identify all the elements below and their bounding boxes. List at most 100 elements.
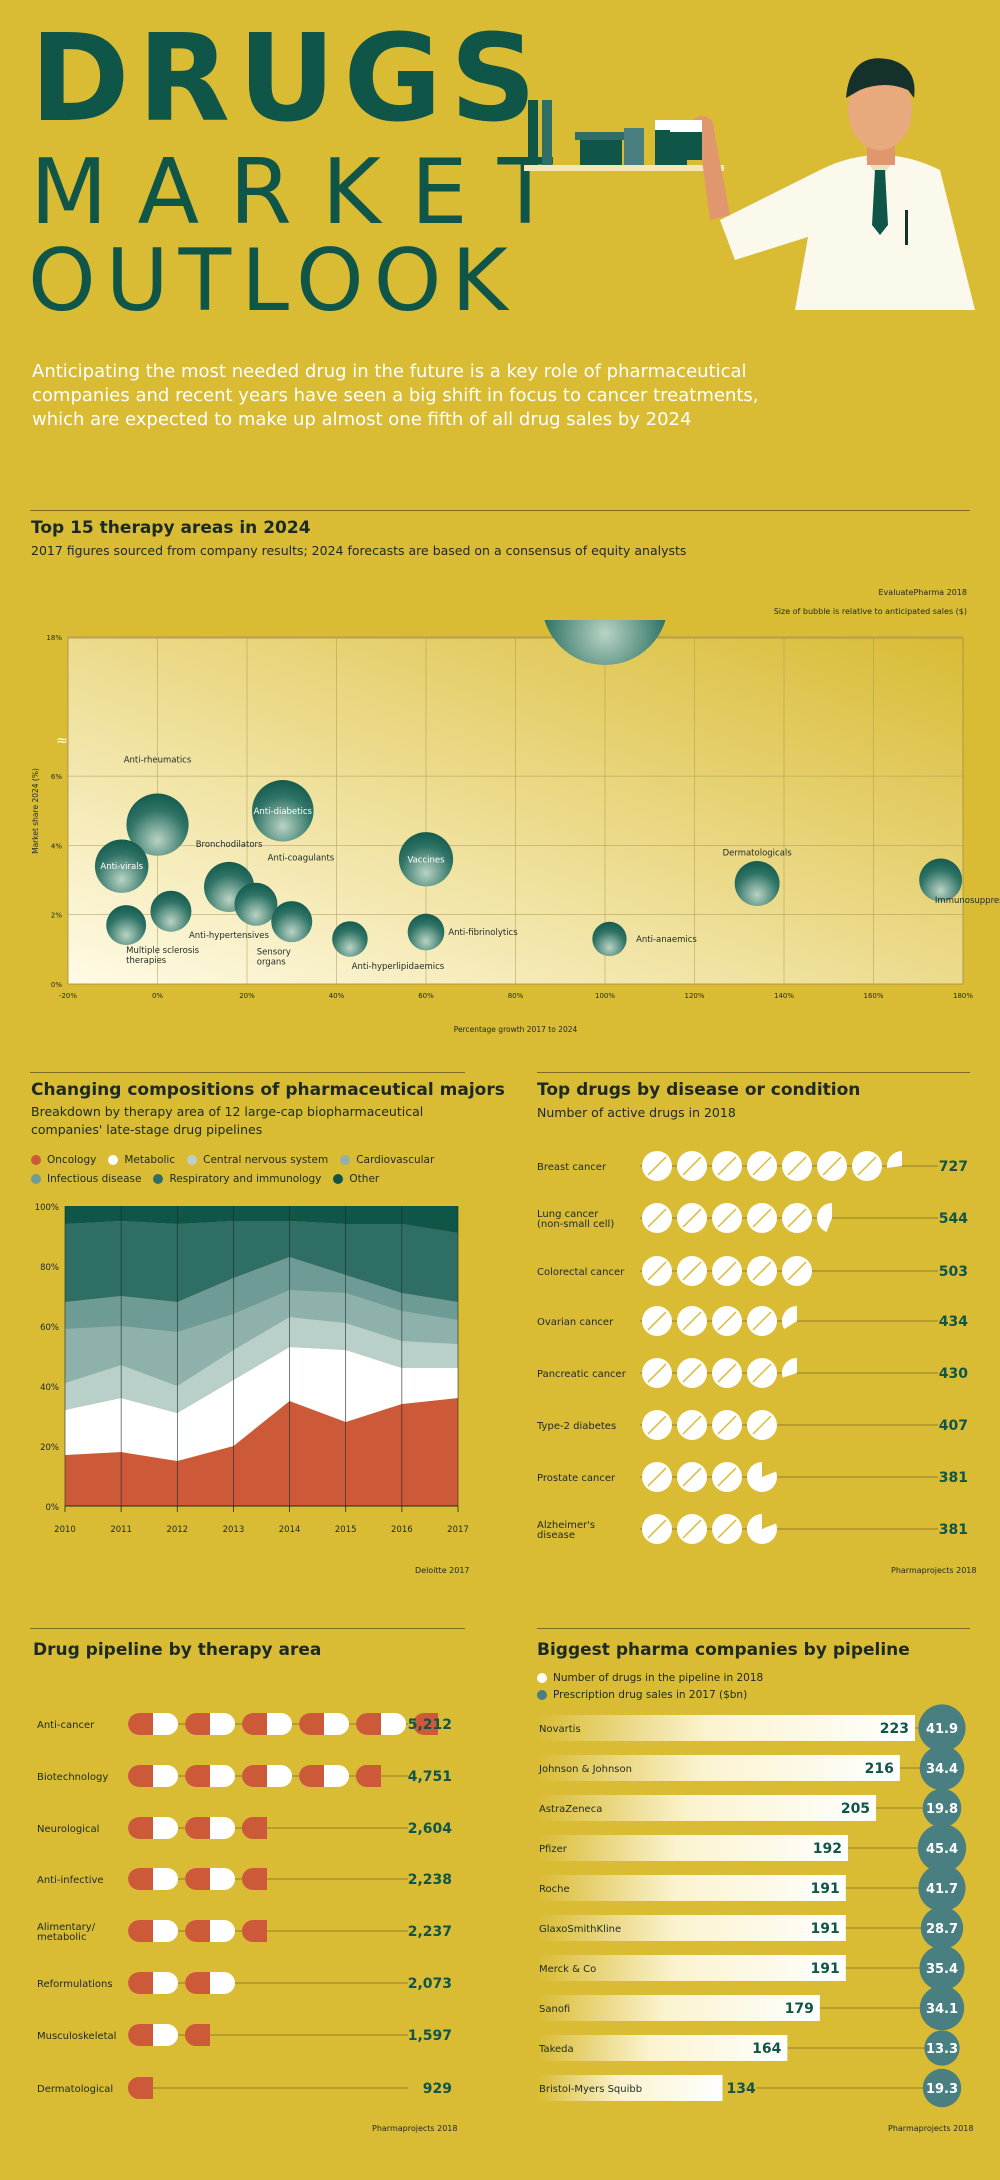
box-lid — [575, 132, 627, 140]
pill-score — [717, 1156, 737, 1176]
x-tick-label: 2010 — [54, 1525, 76, 1535]
capsule-half — [299, 1765, 324, 1787]
company-bar — [537, 1755, 900, 1781]
company-pipeline-value: 205 — [841, 1801, 870, 1817]
company-pipeline-value: 192 — [813, 1841, 842, 1857]
pill-score — [647, 1208, 667, 1228]
legend-item: Infectious disease — [31, 1173, 141, 1185]
divider — [537, 1072, 970, 1073]
area-metabolic — [65, 1347, 458, 1461]
pipeline-chart: Anti-cancer 5,212 Biotechnology 4,751 Neurol… — [37, 1713, 453, 2099]
disease-label: Alzheimer's — [537, 1520, 595, 1531]
company-pipeline-value: 191 — [811, 1961, 840, 1977]
company-pipeline-value: 134 — [727, 2081, 756, 2097]
company-bar — [537, 1995, 820, 2021]
bubble-multiple-sclerosis-therapies — [106, 905, 147, 946]
legend-label: Oncology — [47, 1154, 97, 1166]
bubble-label: Bronchodilators — [196, 840, 263, 850]
sales-value: 45.4 — [926, 1842, 958, 1857]
pill-score — [647, 1311, 667, 1331]
pill-score — [647, 1261, 667, 1281]
pill-score — [717, 1467, 737, 1487]
title-outlook: OUTLOOK — [28, 231, 518, 331]
sales-circle — [919, 1745, 965, 1791]
pipeline-value: 2,073 — [408, 1976, 452, 1992]
bubble-subtitle: 2017 figures sourced from company result… — [31, 543, 687, 558]
shelf — [524, 165, 724, 171]
x-tick-label: 40% — [329, 992, 345, 1000]
bubble-anti-hyperlipidaemics — [332, 921, 368, 957]
capsule-half — [242, 1817, 267, 1839]
pill-score — [682, 1415, 702, 1435]
bubble-label: Multiple sclerosis — [126, 946, 199, 956]
pill-score — [682, 1467, 702, 1487]
x-tick-label: 2017 — [447, 1525, 469, 1535]
company-name: Pfizer — [539, 1844, 568, 1855]
bubble-chart: -20% 0% 20% 40% 60% 80% 100% 120% 140% 160% 180% 0%… — [31, 620, 1000, 1034]
bubble-note: Size of bubble is relative to anticipate… — [773, 607, 967, 616]
capsule-half — [413, 1713, 438, 1735]
sales-value: 34.1 — [926, 2002, 958, 2017]
compositions-legend: Oncology Metabolic Central nervous system C… — [31, 1150, 471, 1188]
divider — [30, 1628, 465, 1629]
pipeline-value: 2,604 — [408, 1821, 453, 1837]
pipeline-label: Anti-infective — [37, 1875, 104, 1886]
legend-label: Respiratory and immunology — [169, 1173, 322, 1185]
area-central-nervous-system — [65, 1317, 458, 1413]
bubble-title: Top 15 therapy areas in 2024 — [31, 518, 311, 538]
pipeline-source: Pharmaprojects 2018 — [372, 2124, 458, 2133]
area-oncology — [65, 1398, 458, 1506]
company-name: Takeda — [538, 2044, 574, 2055]
x-tick-label: 60% — [418, 992, 434, 1000]
company-pipeline-value: 223 — [880, 1721, 909, 1737]
x-tick-label: 2014 — [279, 1525, 301, 1535]
area-infectious-disease — [65, 1257, 458, 1332]
capsule-half — [185, 1868, 210, 1890]
companies-source: Pharmaprojects 2018 — [888, 2124, 974, 2133]
pipeline-value: 1,597 — [408, 2028, 452, 2044]
disease-label: Prostate cancer — [537, 1473, 616, 1484]
bubble-sensory-organs — [271, 901, 313, 943]
x-tick-label: 160% — [863, 992, 883, 1000]
capsule-half — [185, 1817, 210, 1839]
pipeline-label: Musculoskeletal — [37, 2031, 116, 2042]
disease-value: 381 — [939, 1522, 968, 1538]
capsule-half — [242, 1920, 267, 1942]
area-other — [65, 1206, 458, 1233]
bubble-anti-fibrinolytics — [407, 913, 445, 951]
sales-circle — [920, 1906, 964, 1950]
legend-dot — [187, 1155, 198, 1165]
pill-score — [752, 1156, 772, 1176]
legend-label: Prescription drug sales in 2017 ($bn) — [553, 1689, 748, 1701]
sales-circle — [917, 1823, 967, 1873]
y-tick-label: 2% — [51, 912, 62, 920]
book — [542, 100, 552, 165]
sales-value: 34.4 — [926, 1762, 958, 1777]
legend-item: Other — [333, 1173, 379, 1185]
axis-break: ≈ — [56, 733, 68, 749]
disease-value: 407 — [939, 1418, 968, 1434]
sales-circle — [922, 1788, 962, 1828]
sales-circle — [918, 1704, 966, 1752]
company-pipeline-value: 164 — [752, 2041, 781, 2057]
bubble-anti-rheumatics — [126, 793, 189, 856]
area-chart: 2010 2011 2012 2013 2014 2015 2016 2017 100% 80% 6… — [35, 1203, 469, 1535]
sales-value: 41.7 — [926, 1882, 958, 1897]
bubble-immunosuppressants — [919, 858, 963, 902]
legend-label: Cardiovascular — [356, 1154, 435, 1166]
y-tick-label: 100% — [35, 1203, 59, 1213]
company-bar — [537, 2075, 723, 2101]
bubble-label: Anti-anaemics — [636, 935, 697, 945]
mask — [242, 1817, 253, 1839]
disease-source: Pharmaprojects 2018 — [891, 1566, 977, 1575]
legend-item: Cardiovascular — [340, 1154, 434, 1166]
bubble-label: organs — [257, 958, 287, 968]
bubble-anti-virals — [94, 839, 149, 893]
x-tick-label: 2012 — [166, 1525, 188, 1535]
bubble-oncology — [544, 620, 666, 665]
pill-score — [682, 1156, 702, 1176]
capsule-half — [185, 1765, 210, 1787]
pill-score — [857, 1156, 877, 1176]
pill-score — [717, 1363, 737, 1383]
bubble-vaccines — [398, 832, 454, 887]
